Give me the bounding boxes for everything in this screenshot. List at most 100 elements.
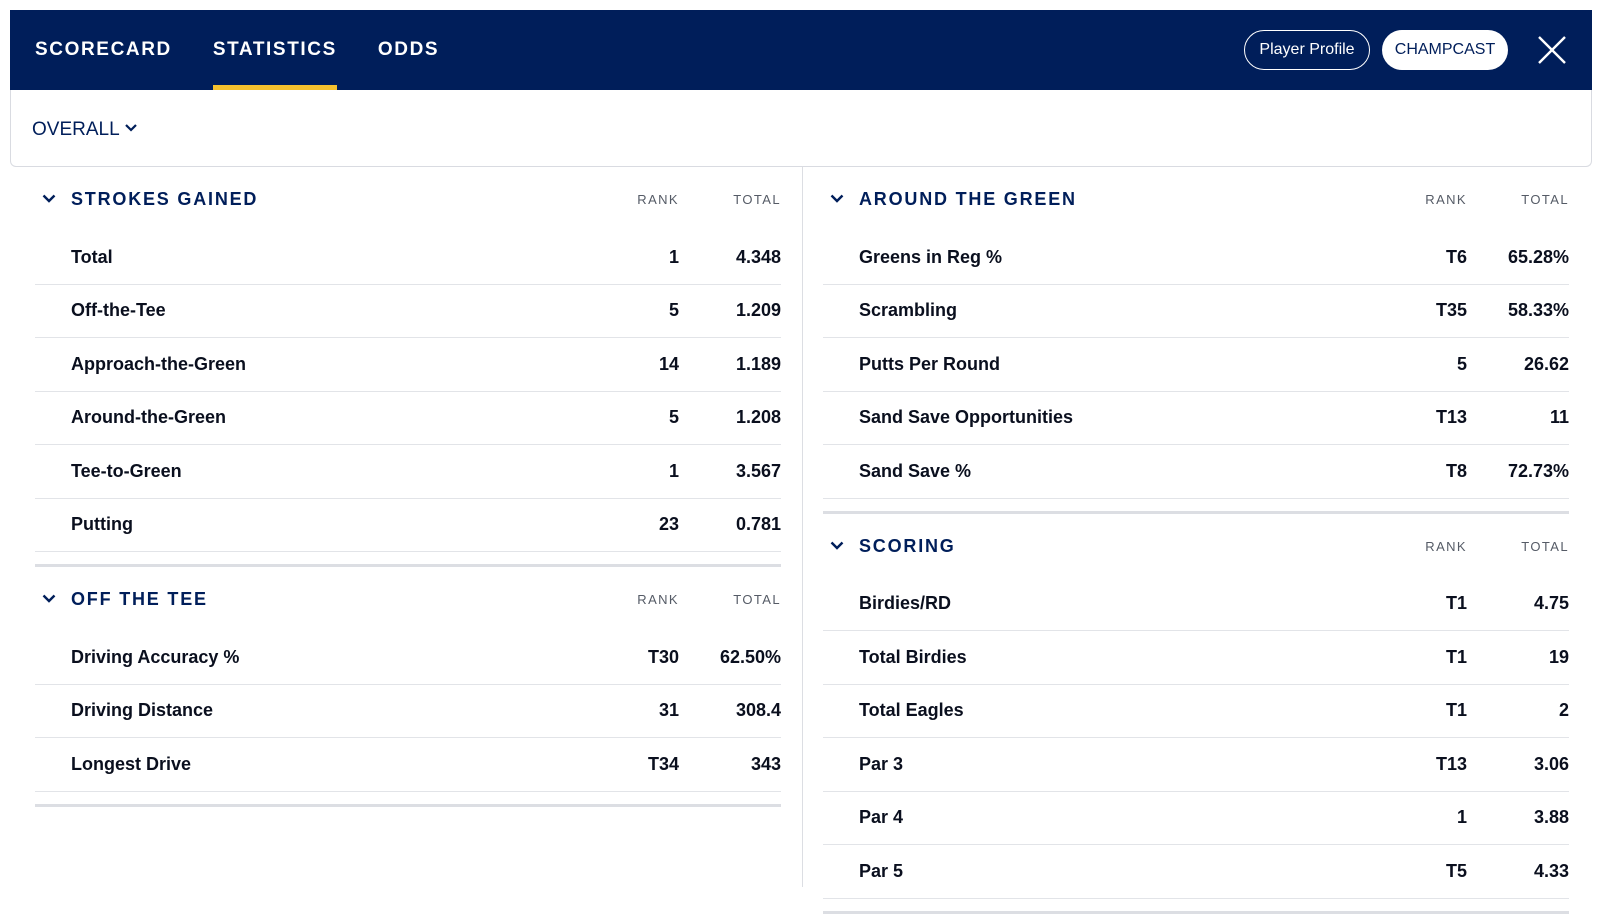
stat-row: Birdies/RD T1 4.75: [823, 578, 1569, 631]
stat-label: Greens in Reg %: [859, 246, 1003, 267]
tab-odds[interactable]: ODDS: [377, 39, 440, 60]
stat-row: Total Eagles T1 2: [823, 685, 1569, 738]
overall-dropdown[interactable]: OVERALL: [32, 119, 137, 141]
stat-total: 58.33%: [1507, 300, 1569, 320]
stat-rank: T30: [647, 646, 679, 667]
stat-rank: 1: [668, 460, 679, 481]
stat-rank: T34: [647, 753, 679, 774]
stat-row: Tee-to-Green 1 3.567: [35, 445, 781, 499]
stats-column-right: AROUND THE GREEN RANK TOTAL Greens in Reg %…: [823, 167, 1569, 914]
stat-label: Birdies/RD: [859, 593, 952, 613]
stat-label: Approach-the-Green: [71, 353, 247, 374]
stat-total: 4.33: [1533, 860, 1569, 881]
section-title: STROKES GAINED: [71, 189, 259, 209]
stat-label: Scrambling: [859, 300, 958, 320]
stats-column-left: STROKES GAINED RANK TOTAL Total 1 4.348 Off-th…: [35, 167, 781, 807]
stat-label: Off-the-Tee: [71, 300, 166, 320]
stat-label: Total Eagles: [859, 700, 964, 720]
stat-row: Par 3 T13 3.06: [823, 738, 1569, 792]
total-header: TOTAL: [1521, 538, 1569, 554]
stats-section-around-the-green: AROUND THE GREEN RANK TOTAL Greens in Reg %…: [823, 167, 1569, 514]
stat-row: Par 4 1 3.88: [823, 792, 1569, 845]
stat-row: Longest Drive T34 343: [35, 738, 781, 792]
stat-rank: 14: [658, 353, 679, 374]
section-header: SCORING RANK TOTAL: [823, 514, 1569, 578]
column-divider: [802, 167, 803, 887]
section-header: STROKES GAINED RANK TOTAL: [35, 167, 781, 231]
stat-label: Par 3: [859, 753, 904, 774]
stat-row: Driving Distance 31 308.4: [35, 685, 781, 738]
stat-rank: T1: [1445, 646, 1467, 667]
stat-total: 1.189: [735, 353, 781, 374]
section-header: AROUND THE GREEN RANK TOTAL: [823, 167, 1569, 231]
stat-label: Sand Save %: [859, 460, 972, 481]
stat-rank: T13: [1435, 407, 1467, 427]
player-profile-button[interactable]: Player Profile: [1244, 30, 1370, 70]
stat-label: Total: [71, 246, 113, 267]
stat-row: Scrambling T35 58.33%: [823, 285, 1569, 338]
stat-label: Par 4: [859, 807, 904, 827]
section-title: AROUND THE GREEN: [859, 189, 1077, 209]
rank-header: RANK: [1425, 538, 1467, 554]
stat-rank: 31: [658, 700, 679, 720]
stat-rank: T13: [1435, 753, 1467, 774]
champcast-button[interactable]: CHAMPCAST: [1382, 30, 1508, 70]
chevron-down-icon[interactable]: [830, 194, 844, 203]
stat-total: 62.50%: [719, 646, 781, 667]
rank-header: RANK: [637, 192, 679, 207]
stat-total: 3.88: [1533, 807, 1569, 827]
chevron-down-icon[interactable]: [42, 594, 56, 603]
stat-total: 4.75: [1533, 593, 1569, 613]
stat-label: Driving Accuracy %: [71, 646, 240, 667]
stat-label: Putts Per Round: [859, 353, 1001, 374]
stat-row: Putts Per Round 5 26.62: [823, 338, 1569, 392]
stat-label: Sand Save Opportunities: [859, 407, 1074, 427]
stat-total: 19: [1548, 646, 1569, 667]
stat-total: 4.348: [735, 246, 781, 267]
stat-total: 1.208: [735, 407, 781, 427]
stat-rank: T6: [1445, 246, 1467, 267]
chevron-down-icon[interactable]: [830, 541, 844, 550]
stat-row: Greens in Reg % T6 65.28%: [823, 231, 1569, 285]
stat-total: 72.73%: [1507, 460, 1569, 481]
top-nav-bar: SCORECARD STATISTICS ODDS Player Profile…: [10, 10, 1592, 90]
stat-rank: 23: [658, 514, 679, 534]
stat-label: Total Birdies: [859, 646, 967, 667]
stat-rank: 1: [1456, 807, 1467, 827]
stat-total: 0.781: [735, 514, 781, 534]
stat-rank: 1: [668, 246, 679, 267]
stat-row: Off-the-Tee 5 1.209: [35, 285, 781, 338]
chevron-down-icon: [124, 124, 137, 132]
stat-row: Total 1 4.348: [35, 231, 781, 285]
tab-scorecard[interactable]: SCORECARD: [35, 39, 172, 60]
chevron-down-icon[interactable]: [42, 194, 56, 203]
stat-label: Par 5: [859, 860, 904, 881]
stat-rank: 5: [668, 407, 679, 427]
stat-total: 3.06: [1533, 753, 1569, 774]
stats-section-strokes-gained: STROKES GAINED RANK TOTAL Total 1 4.348 Off-th…: [35, 167, 781, 567]
stat-row: Driving Accuracy % T30 62.50%: [35, 631, 781, 685]
stat-row: Par 5 T5 4.33: [823, 845, 1569, 899]
stat-rank: T1: [1445, 700, 1467, 720]
stat-rank: T35: [1435, 300, 1467, 320]
dropdown-label: OVERALL: [32, 119, 120, 140]
section-title: SCORING: [859, 535, 956, 556]
stat-label: Tee-to-Green: [71, 460, 182, 481]
total-header: TOTAL: [733, 192, 781, 207]
total-header: TOTAL: [733, 592, 781, 607]
stat-total: 2: [1558, 700, 1569, 720]
section-title: OFF THE TEE: [71, 589, 208, 609]
stat-row: Around-the-Green 5 1.208: [35, 392, 781, 445]
rank-header: RANK: [637, 592, 679, 607]
stat-rank: 5: [1456, 353, 1467, 374]
stat-total: 3.567: [735, 460, 781, 481]
stat-total: 26.62: [1523, 353, 1569, 374]
filter-bar: OVERALL: [10, 90, 1592, 167]
stat-row: Approach-the-Green 14 1.189: [35, 338, 781, 392]
close-icon[interactable]: [1536, 34, 1568, 66]
tab-statistics[interactable]: STATISTICS: [212, 10, 337, 90]
rank-header: RANK: [1425, 192, 1467, 207]
stat-label: Driving Distance: [71, 700, 214, 720]
stats-section-scoring: SCORING RANK TOTAL Birdies/RD T1 4.75 Total Bi…: [823, 514, 1569, 914]
stat-total: 343: [750, 753, 781, 774]
